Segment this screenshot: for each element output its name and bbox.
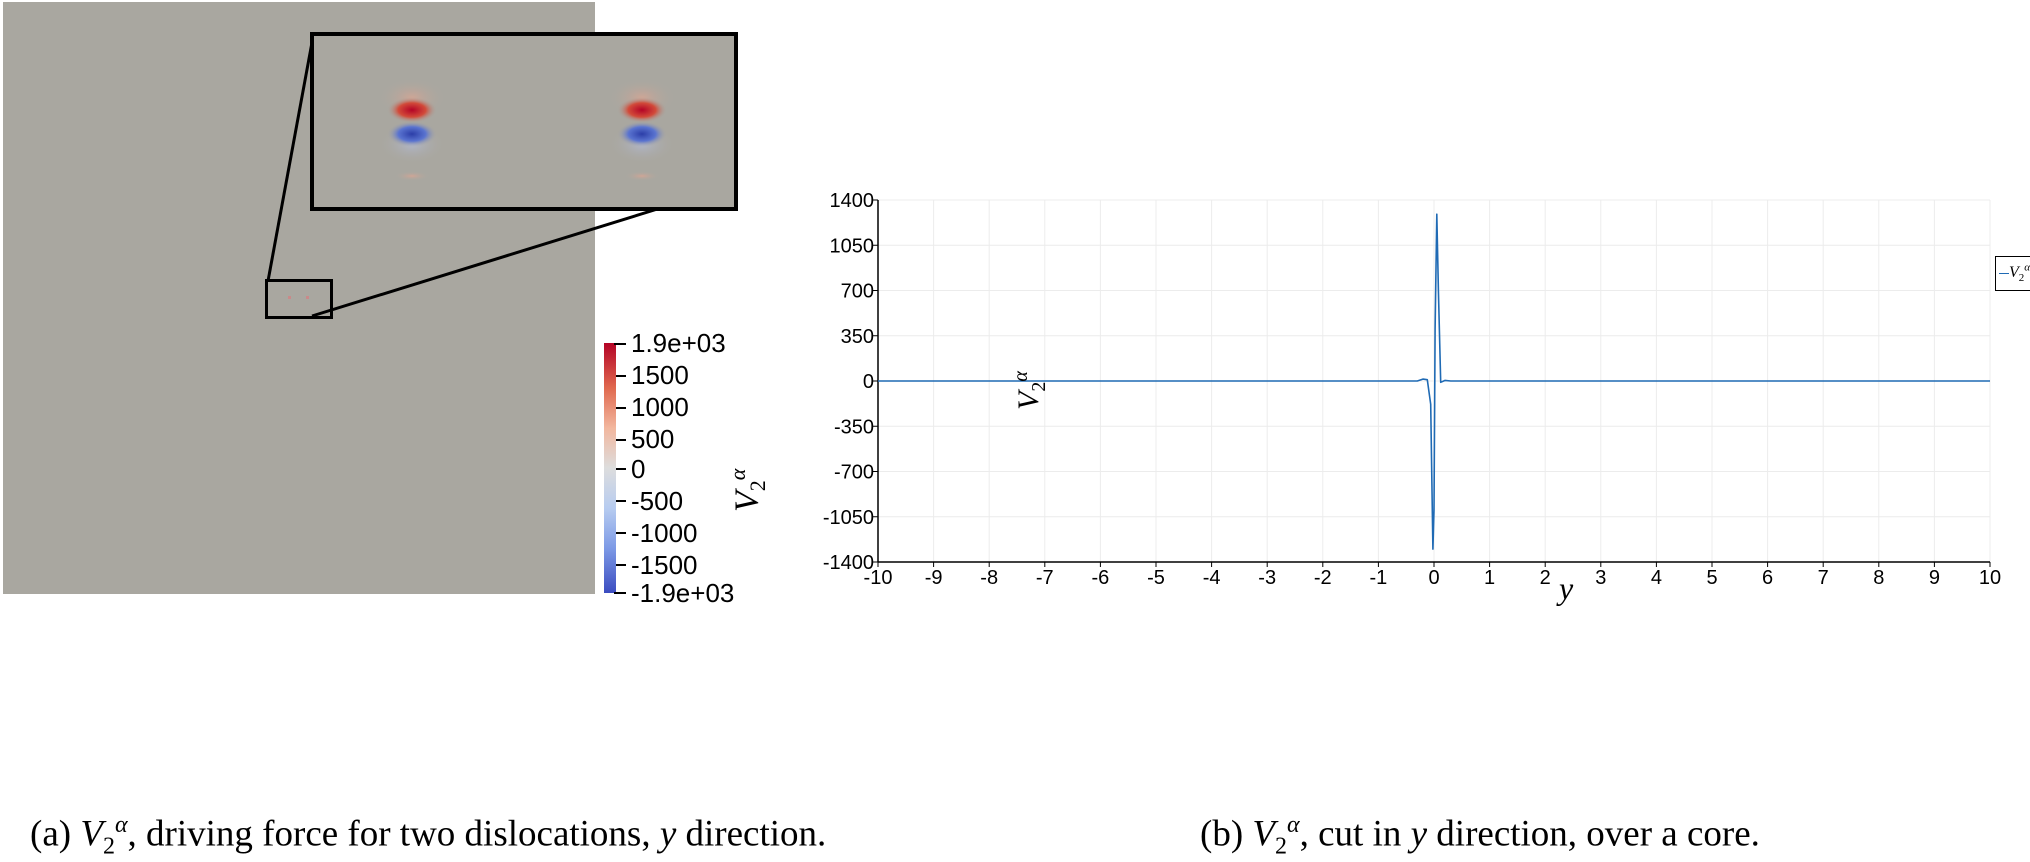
series-line xyxy=(878,213,1990,550)
x-tick-label: -1 xyxy=(1370,567,1388,589)
dislocation-marker xyxy=(288,296,291,299)
x-tick-label: -7 xyxy=(1036,567,1054,589)
zoom-region-box xyxy=(265,279,333,319)
x-tick-label: 5 xyxy=(1706,567,1717,589)
x-tick-label: -9 xyxy=(925,567,943,589)
x-tick-label: 2 xyxy=(1540,567,1551,589)
legend-entry: V2α xyxy=(2009,262,2030,285)
colorbar-tick-label: -1500 xyxy=(631,550,698,580)
dislocation-core-right xyxy=(608,78,676,181)
legend: V2α xyxy=(1995,256,2030,291)
colorbar-tick-label: 1000 xyxy=(631,392,689,422)
x-tick-label: -2 xyxy=(1314,567,1332,589)
zoom-inset-field xyxy=(378,78,676,181)
zoom-inset xyxy=(310,32,738,211)
y-tick-label: -1400 xyxy=(823,552,874,574)
y-tick-label: 350 xyxy=(841,326,874,348)
x-tick-label: 0 xyxy=(1428,567,1439,589)
y-tick-label: 1050 xyxy=(830,235,875,257)
x-tick-label: 4 xyxy=(1651,567,1662,589)
y-tick-label: -350 xyxy=(834,416,874,438)
y-tick-label: 0 xyxy=(863,371,874,393)
y-tick-label: -700 xyxy=(834,462,874,484)
colorbar-tick-label: -500 xyxy=(631,486,684,516)
colorbar-tick-label: -1.9e+03 xyxy=(631,578,735,608)
x-tick-label: 7 xyxy=(1818,567,1829,589)
x-tick-label: -4 xyxy=(1203,567,1221,589)
colorbar-tick-label: 1.9e+03 xyxy=(631,328,726,358)
caption-b: (b) V2α, cut in y direction, over a core… xyxy=(1200,812,1760,860)
dislocation-marker xyxy=(306,296,309,299)
x-tick-label: 10 xyxy=(1979,567,2001,589)
x-tick-label: 1 xyxy=(1484,567,1495,589)
x-tick-label: -6 xyxy=(1092,567,1110,589)
x-tick-label: -5 xyxy=(1147,567,1165,589)
legend-line-swatch xyxy=(1999,273,2009,275)
colorbar-tick-label: 1500 xyxy=(631,360,689,390)
y-tick-label: -1050 xyxy=(823,507,874,529)
x-axis-label: y xyxy=(1559,570,1574,606)
colorbar xyxy=(604,343,616,593)
x-tick-label: 6 xyxy=(1762,567,1773,589)
x-tick-label: -8 xyxy=(980,567,998,589)
x-tick-label: 8 xyxy=(1873,567,1884,589)
x-tick-label: -10 xyxy=(864,567,893,589)
x-tick-label: 3 xyxy=(1595,567,1606,589)
colorbar-tick-label: 0 xyxy=(631,454,646,484)
colorbar-tick-label: 500 xyxy=(631,424,675,454)
y-tick-label: 700 xyxy=(841,281,874,303)
x-tick-label: 9 xyxy=(1929,567,1940,589)
caption-a: (a) V2α, driving force for two dislocati… xyxy=(30,812,827,860)
zoom-connector-lines xyxy=(266,36,665,318)
colorbar-tick-label: -1000 xyxy=(631,518,698,548)
dislocation-core-left xyxy=(378,78,446,181)
y-axis-label: V2α xyxy=(1010,371,1050,410)
colorbar-label: V2α xyxy=(725,468,771,512)
y-tick-label: 1400 xyxy=(830,190,875,212)
x-tick-label: -3 xyxy=(1258,567,1276,589)
